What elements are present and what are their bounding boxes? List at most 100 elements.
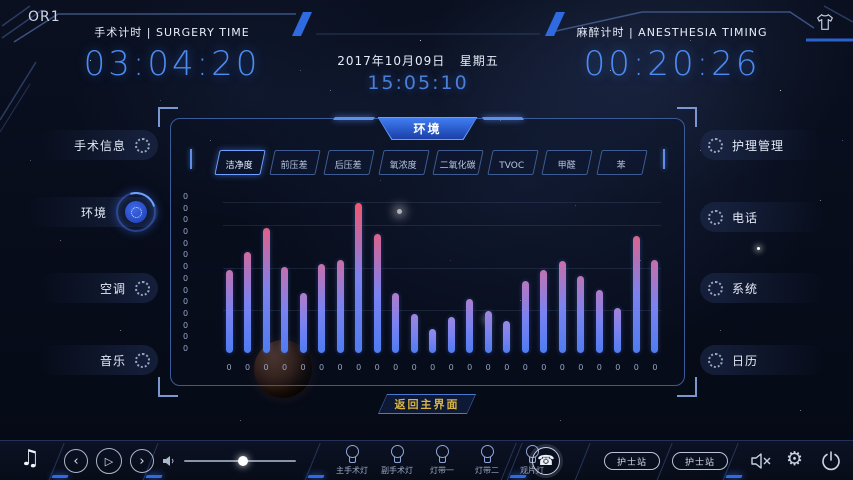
sidebar-item-surgery-info[interactable]: 手术信息 (40, 130, 158, 160)
sidebar-item-environment[interactable]: 环境 (28, 192, 158, 232)
footer-accent (145, 475, 163, 478)
light-control-4[interactable]: 灯带二 (465, 445, 509, 476)
room-label: OR1 (28, 9, 61, 25)
nurse-station-button-2[interactable]: 护士站 (672, 452, 728, 470)
bar (244, 252, 252, 353)
bar (392, 293, 400, 353)
light-control-1[interactable]: 主手术灯 (330, 445, 374, 476)
play-button[interactable]: ▷ (96, 448, 122, 474)
surgery-timer-label: 手术计时 | SURGERY TIME (94, 26, 250, 39)
tab-二氧化碳[interactable]: 二氧化碳 (432, 150, 484, 175)
bar-cell (260, 203, 272, 353)
bar-cell (482, 203, 494, 353)
tab-后压差[interactable]: 后压差 (323, 150, 375, 175)
tab-苯[interactable]: 苯 (595, 150, 647, 175)
previous-track-button[interactable]: ‹ (64, 449, 88, 473)
x-tick: 0 (467, 363, 473, 372)
environment-icon (130, 206, 142, 218)
x-tick: 0 (578, 363, 584, 372)
panel-title-badge: 环境 (377, 117, 478, 140)
bar-cell (408, 203, 420, 353)
volume-speaker-icon (163, 456, 174, 466)
x-tick: 0 (356, 363, 362, 372)
bar (466, 299, 474, 353)
clock-value: 15:05:10 (367, 72, 469, 94)
nurse-station-button-1[interactable]: 护士站 (604, 452, 660, 470)
light-bulb-icon (345, 445, 359, 458)
tab-洁净度[interactable]: 洁净度 (214, 150, 266, 175)
return-main-button[interactable]: 返回主界面 (378, 394, 476, 414)
nursing-management-icon (708, 137, 723, 153)
x-tick: 0 (300, 363, 306, 372)
bar-cell (538, 203, 550, 353)
scrubs-shirt-icon[interactable] (815, 13, 835, 31)
bar (540, 270, 548, 353)
light-bulb-icon (435, 445, 449, 458)
x-tick: 0 (337, 363, 343, 372)
next-track-button[interactable]: › (130, 449, 154, 473)
panel-corner-bracket (158, 107, 178, 127)
light-label: 灯带二 (475, 466, 499, 475)
sidebar-item-nursing-management[interactable]: 护理管理 (700, 130, 824, 160)
music-note-icon[interactable]: ♫ (20, 446, 40, 471)
system-icon (708, 280, 723, 296)
bar-cell (464, 203, 476, 353)
volume-slider[interactable] (184, 456, 296, 466)
bar-cell (427, 203, 439, 353)
sidebar-item-calendar[interactable]: 日历 (700, 345, 824, 375)
y-tick: 0 (183, 192, 189, 201)
power-icon[interactable] (820, 450, 842, 472)
tabs-accent-right (663, 149, 665, 169)
sidebar-item-phone[interactable]: 电话 (700, 202, 824, 232)
sidebar-item-air-conditioner[interactable]: 空调 (40, 273, 158, 303)
bar (336, 260, 344, 353)
tab-label: 氧浓度 (389, 161, 417, 171)
settings-gear-icon[interactable]: ⚙ (786, 448, 804, 470)
x-tick: 0 (652, 363, 658, 372)
bar (281, 267, 289, 353)
datetime-block: 2017年10月09日 星期五 15:05:10 (318, 52, 518, 94)
bar (503, 321, 511, 353)
y-tick: 0 (183, 215, 189, 225)
x-tick: 0 (411, 363, 417, 372)
x-tick: 0 (244, 363, 251, 372)
bar-chart-bars (223, 203, 661, 353)
x-tick: 0 (263, 363, 269, 372)
volume-slider-thumb[interactable] (238, 456, 249, 466)
light-control-3[interactable]: 灯带一 (420, 445, 464, 476)
tabs-accent-left (190, 149, 192, 169)
sidebar-item-system[interactable]: 系统 (700, 273, 824, 303)
y-tick: 0 (183, 285, 189, 295)
title-deco-line (482, 117, 524, 120)
bar (225, 270, 233, 353)
date-label: 2017年10月09日 星期五 (318, 52, 518, 69)
tab-氧浓度[interactable]: 氧浓度 (377, 150, 429, 175)
panel-title: 环境 (378, 118, 477, 139)
y-tick: 0 (183, 320, 189, 330)
gridline (223, 225, 661, 226)
bar-cell (556, 203, 568, 353)
bright-star (757, 247, 760, 250)
intercom-phone-button[interactable]: ☎ (532, 447, 560, 475)
y-tick: 0 (183, 308, 189, 318)
tab-label: 后压差 (334, 161, 362, 171)
x-tick: 0 (596, 363, 602, 372)
tab-前压差[interactable]: 前压差 (268, 150, 320, 175)
bar (355, 203, 363, 353)
tab-TVOC[interactable]: TVOC (486, 150, 538, 175)
tab-甲醛[interactable]: 甲醛 (541, 150, 593, 175)
surgery-timer-value: 03:04:20 (83, 44, 261, 84)
light-label: 观片灯 (520, 466, 544, 475)
panel-corner-bracket (158, 377, 178, 397)
bar (429, 329, 437, 353)
x-tick: 0 (319, 363, 325, 372)
light-bulb-icon (480, 445, 494, 458)
sidebar-item-music[interactable]: 音乐 (40, 345, 158, 375)
light-control-2[interactable]: 副手术灯 (375, 445, 419, 476)
y-tick: 0 (183, 262, 189, 272)
mute-speaker-icon[interactable] (750, 450, 772, 472)
weekday-text: 星期五 (459, 54, 499, 68)
bar (632, 236, 640, 353)
surgery-timer: 手术计时 | SURGERY TIME 03:04:20 (42, 24, 302, 84)
